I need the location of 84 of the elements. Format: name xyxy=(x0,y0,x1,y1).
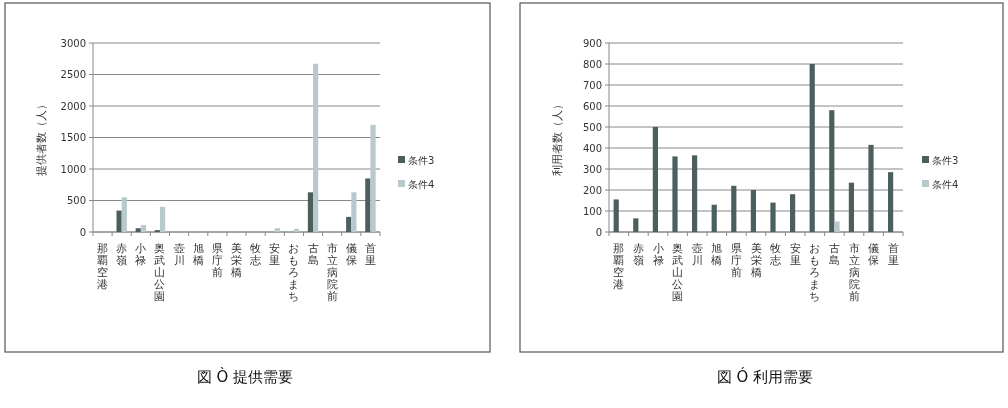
bar xyxy=(365,178,371,232)
y-tick-label: 0 xyxy=(595,226,602,238)
x-tick-label: 奥武山公園 xyxy=(154,242,166,303)
x-tick-label: 市立病院前 xyxy=(848,242,860,303)
x-tick-label: 首里 xyxy=(364,242,376,267)
bar xyxy=(790,194,796,232)
x-tick-label: 壺川 xyxy=(691,242,703,267)
x-tick-label: 小禄 xyxy=(652,242,664,267)
y-tick-label: 1000 xyxy=(60,163,86,175)
y-tick-label: 300 xyxy=(582,163,602,175)
x-tick-label: 美栄橋 xyxy=(231,242,242,279)
bar xyxy=(672,156,678,232)
legend-label: 条件4 xyxy=(408,178,435,190)
y-tick-label: 600 xyxy=(582,100,602,112)
y-tick-label: 3000 xyxy=(60,37,86,49)
y-tick-label: 400 xyxy=(582,142,602,154)
x-tick-label: おもろまち xyxy=(288,242,300,303)
x-tick-label: 小禄 xyxy=(135,242,147,267)
bar xyxy=(834,221,840,232)
legend-label: 条件4 xyxy=(932,178,959,190)
bar xyxy=(313,63,319,232)
bar xyxy=(711,204,717,232)
y-tick-label: 800 xyxy=(582,58,602,70)
legend-label: 条件3 xyxy=(408,154,435,166)
bar xyxy=(307,192,314,232)
x-tick-label: 旭橋 xyxy=(192,242,204,267)
bar xyxy=(652,127,658,232)
x-tick-label: 那覇空港 xyxy=(613,242,625,291)
x-tick-label: 儀保 xyxy=(345,242,357,267)
bar xyxy=(370,124,376,232)
x-tick-label: 那覇空港 xyxy=(97,242,109,291)
bar xyxy=(633,218,639,232)
bar xyxy=(274,228,280,232)
bar xyxy=(351,192,357,232)
bar xyxy=(346,216,352,232)
x-tick-label: 儀保 xyxy=(868,242,880,267)
bar xyxy=(135,228,141,232)
bar xyxy=(750,190,756,232)
bar xyxy=(829,110,835,232)
x-tick-label: 県庁前 xyxy=(730,242,742,279)
y-tick-label: 900 xyxy=(582,37,602,49)
bar xyxy=(770,202,776,232)
y-tick-label: 500 xyxy=(66,195,86,206)
x-tick-label: 安里 xyxy=(269,242,281,267)
bar xyxy=(731,185,737,232)
y-tick-label: 700 xyxy=(582,79,602,91)
y-tick-label: 200 xyxy=(582,184,602,196)
bar xyxy=(121,197,127,232)
bar xyxy=(116,210,122,232)
x-tick-label: 県庁前 xyxy=(211,242,223,279)
bar xyxy=(809,64,815,232)
y-tick-label: 2500 xyxy=(60,69,86,80)
y-axis-title: 利用者数（人） xyxy=(551,99,564,176)
y-tick-label: 0 xyxy=(79,226,86,238)
x-tick-label: 安里 xyxy=(789,242,801,267)
bar xyxy=(692,155,698,232)
bar xyxy=(613,199,619,232)
x-tick-label: 赤嶺 xyxy=(632,242,644,267)
y-tick-label: 2000 xyxy=(60,100,86,112)
y-tick-label: 500 xyxy=(582,121,602,133)
y-tick-label: 100 xyxy=(582,205,602,217)
x-tick-label: 首里 xyxy=(887,242,899,267)
x-tick-label: 牧志 xyxy=(250,242,262,267)
x-tick-label: 奥武山公園 xyxy=(672,242,684,303)
x-tick-label: おもろまち xyxy=(809,242,821,303)
x-tick-label: 古島 xyxy=(828,242,840,267)
x-tick-label: 赤嶺 xyxy=(116,242,128,267)
y-tick-label: 1500 xyxy=(60,132,86,143)
y-axis-title: 提供者数（人） xyxy=(35,99,48,176)
bar xyxy=(868,144,874,232)
bar xyxy=(293,228,300,232)
bar xyxy=(140,225,147,232)
x-tick-label: 美栄橋 xyxy=(750,242,762,279)
bar xyxy=(888,172,894,232)
x-tick-label: 壺川 xyxy=(173,242,185,267)
x-tick-label: 牧志 xyxy=(770,242,782,267)
legend-label: 条件3 xyxy=(932,154,959,166)
bar xyxy=(159,206,166,232)
x-tick-label: 旭橋 xyxy=(711,242,723,267)
bar xyxy=(848,182,854,232)
text: 図 Ò 提供需要 xyxy=(196,367,294,386)
x-tick-label: 古島 xyxy=(307,242,319,267)
text: 図 Ó 利用需要 xyxy=(716,367,814,386)
x-tick-label: 市立病院前 xyxy=(326,242,338,303)
